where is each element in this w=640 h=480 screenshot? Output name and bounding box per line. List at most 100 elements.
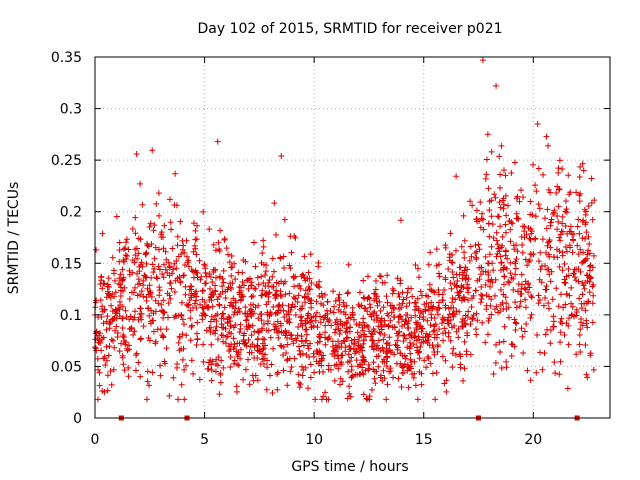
data-point [280, 367, 287, 374]
data-point [561, 279, 568, 286]
data-point [493, 341, 500, 348]
data-point [254, 336, 261, 343]
data-point [526, 257, 533, 264]
data-point [458, 243, 465, 250]
data-point [163, 256, 170, 263]
data-point [187, 315, 194, 322]
data-point [537, 249, 544, 256]
data-point [368, 330, 375, 337]
data-point [573, 306, 580, 313]
data-point [375, 337, 382, 344]
data-points [92, 57, 598, 403]
data-point [288, 331, 295, 338]
data-point [512, 265, 519, 272]
data-point [200, 358, 207, 365]
data-point [395, 319, 402, 326]
data-point [138, 288, 145, 295]
data-point [188, 294, 195, 301]
data-point [302, 320, 309, 327]
data-point [219, 332, 226, 339]
data-point [173, 265, 180, 272]
data-point [426, 342, 433, 349]
data-point [362, 305, 369, 312]
data-point [548, 268, 555, 275]
data-point [307, 361, 314, 368]
data-point [461, 365, 468, 372]
data-point [192, 291, 199, 298]
data-point [125, 342, 132, 349]
data-point [214, 138, 221, 145]
data-point [412, 299, 419, 306]
data-point [346, 346, 353, 353]
data-point [467, 243, 474, 250]
data-point [306, 275, 313, 282]
data-point [137, 335, 144, 342]
data-point [353, 357, 360, 364]
data-point [187, 307, 194, 314]
data-point [212, 247, 219, 254]
data-point [412, 382, 419, 389]
data-point [140, 293, 147, 300]
data-point [98, 335, 105, 342]
data-point [97, 281, 104, 288]
data-point [193, 251, 200, 258]
data-point [444, 317, 451, 324]
data-point [396, 328, 403, 335]
data-point [328, 322, 335, 329]
data-point [183, 301, 190, 308]
data-point [217, 371, 224, 378]
data-point [575, 251, 582, 258]
data-point [527, 198, 534, 205]
data-point [562, 301, 569, 308]
data-point [206, 296, 213, 303]
data-point [314, 349, 321, 356]
data-point [266, 289, 273, 296]
data-point [220, 310, 227, 317]
data-point [100, 320, 107, 327]
data-point [344, 290, 351, 297]
data-point [580, 167, 587, 174]
data-point [185, 257, 192, 264]
data-point [436, 273, 443, 280]
data-point [182, 291, 189, 298]
data-point [249, 322, 256, 329]
data-point [410, 374, 417, 381]
data-point [590, 292, 597, 299]
data-point [304, 385, 311, 392]
data-point [297, 320, 304, 327]
data-point [143, 249, 150, 256]
data-point [535, 300, 542, 307]
data-point [126, 271, 133, 278]
data-point [178, 311, 185, 318]
data-point [363, 322, 370, 329]
data-point [256, 346, 263, 353]
data-point [409, 293, 416, 300]
data-point [259, 250, 266, 257]
data-point [240, 376, 247, 383]
data-point [465, 289, 472, 296]
data-point [462, 274, 469, 281]
data-point [428, 311, 435, 318]
data-point [343, 325, 350, 332]
data-point [125, 373, 132, 380]
data-point [135, 316, 142, 323]
data-point [261, 336, 268, 343]
data-point [181, 272, 188, 279]
data-point [155, 190, 162, 197]
data-point [136, 268, 143, 275]
data-point [273, 279, 280, 286]
data-point [511, 316, 518, 323]
data-point [103, 357, 110, 364]
data-point [260, 280, 267, 287]
data-point [288, 364, 295, 371]
data-point [463, 272, 470, 279]
data-point [159, 271, 166, 278]
data-point [179, 331, 186, 338]
data-point [421, 357, 428, 364]
data-point [298, 313, 305, 320]
data-point [284, 341, 291, 348]
data-point [540, 171, 547, 178]
data-point [155, 263, 162, 270]
data-point [217, 379, 224, 386]
data-point [220, 338, 227, 345]
